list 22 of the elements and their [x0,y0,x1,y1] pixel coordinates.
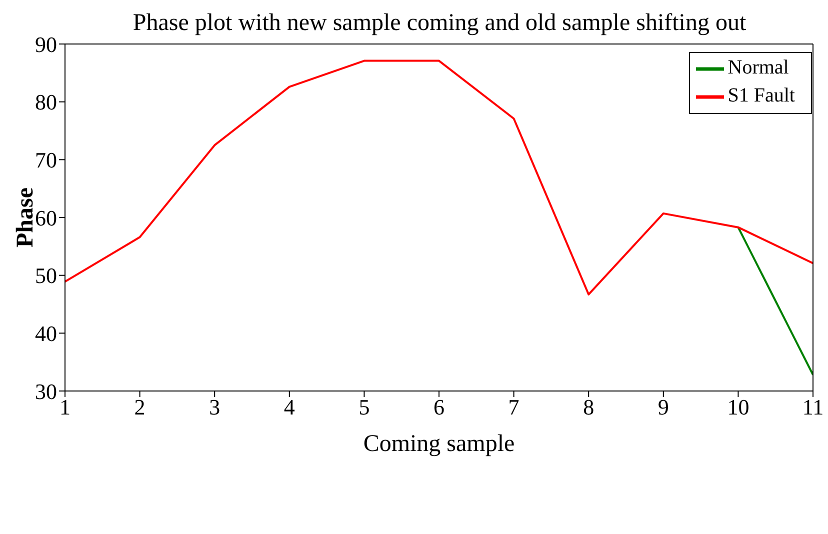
y-tick-label: 70 [35,147,57,172]
line-series [65,60,813,296]
x-tick-label: 8 [583,394,594,420]
x-tick-label: 9 [658,394,669,420]
legend-label: S1 Fault [728,84,795,107]
x-tick-label: 4 [284,394,295,420]
x-tick-label: 11 [802,394,824,420]
y-tick-label: 30 [35,378,57,404]
legend-label: Normal [728,56,789,79]
x-tick-label: 5 [358,394,370,420]
x-tick-label: 3 [209,394,220,420]
x-tick-label: 6 [434,394,444,420]
y-tick-label: 80 [35,90,57,115]
x-tick-label: 2 [134,394,146,420]
x-tick-label: 10 [727,394,750,420]
x-tick-label: 7 [508,394,520,420]
y-tick-label: 50 [35,263,57,288]
y-tick-label: 40 [35,320,57,346]
y-tick-label: 90 [35,32,57,57]
x-tick-label: 1 [60,394,70,420]
chart-title: Phase plot with new sample coming and old sample shifting out [132,10,748,37]
x-axis-title: Coming sample [363,431,515,457]
